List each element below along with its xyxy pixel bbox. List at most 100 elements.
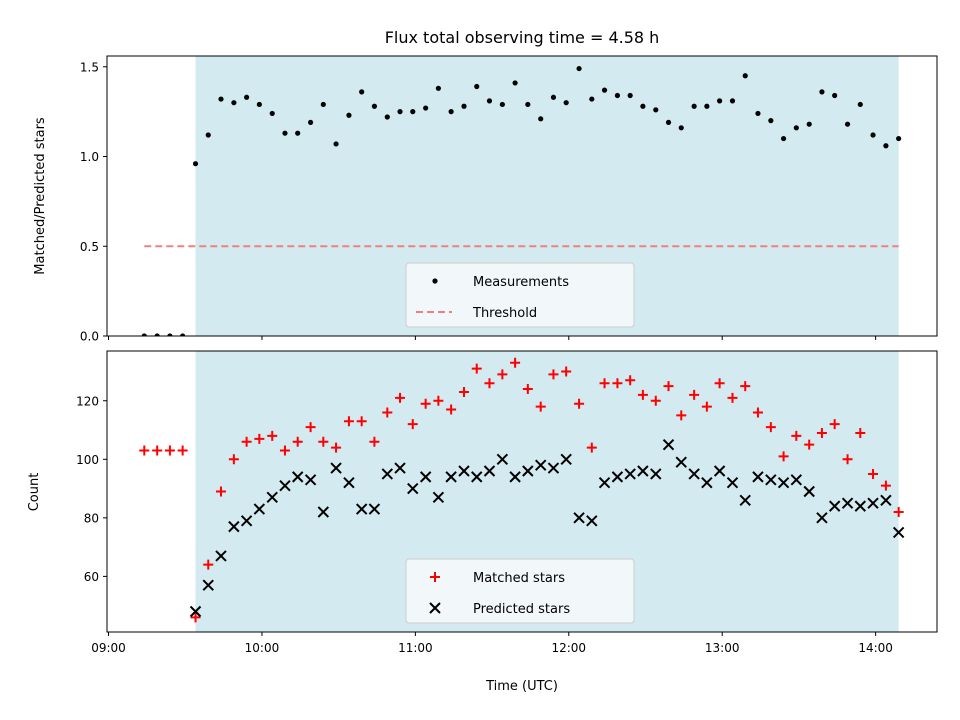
matched-stars-point [855, 427, 866, 438]
matched-stars-point [331, 442, 342, 453]
predicted-stars-point [304, 474, 317, 486]
measurements-point [244, 94, 250, 100]
measurements-point [755, 110, 761, 117]
matched-stars-point [804, 439, 815, 450]
measurements-point [589, 96, 595, 102]
predicted-stars-point [266, 491, 278, 504]
predicted-stars-point [509, 471, 521, 483]
predicted-stars-point [662, 438, 675, 451]
measurements-point [768, 118, 774, 124]
measurements-point [896, 135, 902, 142]
measurements-point [704, 103, 710, 109]
matched-stars-point [535, 401, 546, 412]
matched-stars-point [215, 486, 226, 497]
predicted-stars-point [765, 474, 777, 486]
predicted-stars-point [483, 465, 496, 477]
matched-stars-point [420, 398, 431, 409]
measurements-point [576, 65, 582, 72]
measurements-point [359, 89, 365, 95]
matched-stars-point [190, 612, 201, 623]
predicted-stars-point [355, 503, 368, 515]
predicted-stars-point [867, 497, 879, 509]
predicted-stars-point [598, 477, 611, 489]
predicted-stars-point [471, 471, 483, 483]
measurements-point [384, 114, 390, 120]
predicted-stars-point [240, 515, 253, 527]
measurements-point [397, 109, 403, 115]
predicted-stars-point [368, 503, 381, 515]
predicted-stars-point [713, 465, 726, 477]
measurements-point [665, 119, 672, 126]
predicted-stars-point [560, 453, 572, 466]
x-axis-label: Time (UTC) [485, 679, 558, 694]
count-y-axis: 60 80 100 120 [76, 394, 107, 584]
predicted-stars-point [202, 579, 214, 591]
matched-stars-point [369, 436, 380, 447]
predicted-stars-point [752, 471, 764, 483]
predicted-stars-point [828, 500, 841, 512]
measurements-point [474, 83, 480, 90]
predicted-stars-point [650, 468, 662, 480]
matched-stars-point [893, 506, 904, 517]
measurements-point [256, 101, 262, 108]
matched-stars-point [868, 468, 879, 479]
predicted-stars-point [343, 477, 355, 489]
measurements-point [806, 121, 812, 127]
measurements-point [218, 96, 224, 102]
matched-stars-point [254, 433, 265, 444]
matched-stars-point [510, 357, 521, 368]
matched-stars-point [203, 559, 214, 570]
y-tick-label: 80 [84, 511, 99, 525]
measurements-point [231, 100, 237, 106]
matched-stars-point [791, 430, 802, 441]
ratio-marks [141, 65, 902, 336]
measurements-point [205, 132, 211, 138]
measurements-point [295, 130, 301, 136]
measurements-point [307, 119, 314, 126]
ratio-y-label: Matched/Predicted stars [33, 117, 48, 275]
matched-stars-point [497, 369, 508, 380]
matched-stars-point [459, 386, 470, 397]
count-x-axis: 09:00 10:00 11:00 12:00 13:00 14:00 [91, 632, 893, 655]
measurements-point [780, 135, 787, 142]
measurements-point [550, 94, 557, 100]
matched-stars-point [433, 395, 444, 406]
predicted-stars-point [892, 526, 905, 539]
measurements-point [192, 161, 199, 167]
measurements-point [499, 101, 505, 108]
predicted-stars-point [586, 515, 598, 527]
matched-stars-point [446, 404, 457, 415]
measurements-point [180, 333, 186, 336]
measurements-point [154, 333, 160, 336]
predicted-stars-point [739, 494, 751, 506]
matched-stars-point [701, 401, 712, 412]
predicted-stars-point [432, 491, 445, 504]
measurements-point [793, 125, 799, 131]
predicted-stars-point [803, 485, 815, 498]
measurements-point [678, 125, 684, 131]
predicted-stars-point [790, 474, 803, 486]
measurements-point [844, 121, 851, 127]
y-tick-label: 120 [76, 394, 99, 408]
matched-stars-point [177, 445, 188, 456]
matched-stars-point [778, 451, 789, 462]
measurements-point [640, 103, 646, 109]
count-y-label: Count [27, 473, 42, 512]
measurements-point [614, 92, 621, 99]
measurements-point [601, 87, 608, 93]
ratio-panel: 0.0 0.5 1.0 1.5 Matched/Predicted stars Mea… [33, 55, 938, 344]
measurements-point [461, 103, 467, 109]
matched-stars-point [816, 427, 827, 438]
matched-stars-point [612, 378, 623, 389]
y-tick-label: 0.5 [80, 240, 99, 254]
legend-box [405, 262, 635, 328]
count-legend: Matched stars Predicted stars [405, 558, 635, 624]
predicted-stars-point [228, 520, 240, 533]
measurements-point [512, 80, 518, 86]
matched-stars-point [356, 416, 367, 427]
x-tick-label: 12:00 [551, 641, 586, 655]
matched-stars-point [689, 389, 700, 400]
measurements-point [819, 89, 825, 95]
legend-x-swatch [429, 602, 441, 614]
matched-stars-point [676, 410, 687, 421]
